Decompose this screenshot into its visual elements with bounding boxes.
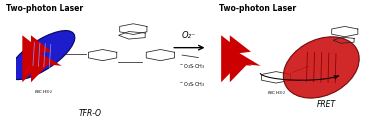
- Ellipse shape: [284, 37, 359, 98]
- Text: Two-photon Laser: Two-photon Laser: [220, 4, 297, 13]
- Polygon shape: [230, 35, 260, 82]
- Text: O₂⁻: O₂⁻: [182, 31, 197, 40]
- Polygon shape: [31, 35, 62, 82]
- Text: FRET: FRET: [317, 100, 336, 109]
- Text: $\it{N}$(CH$_3$)$_2$: $\it{N}$(CH$_3$)$_2$: [267, 89, 285, 97]
- Text: TFR-O: TFR-O: [78, 110, 101, 118]
- Polygon shape: [221, 35, 252, 82]
- Text: $\it{N}$(CH$_3$)$_2$: $\it{N}$(CH$_3$)$_2$: [34, 88, 53, 96]
- Polygon shape: [22, 35, 53, 82]
- Ellipse shape: [9, 30, 75, 80]
- Text: $^-$O$_3$S$\cdot$CH$_3$: $^-$O$_3$S$\cdot$CH$_3$: [179, 80, 205, 89]
- Text: Two-photon Laser: Two-photon Laser: [6, 4, 83, 13]
- Text: $^-$O$_3$S$\cdot$CH$_3$: $^-$O$_3$S$\cdot$CH$_3$: [179, 62, 205, 71]
